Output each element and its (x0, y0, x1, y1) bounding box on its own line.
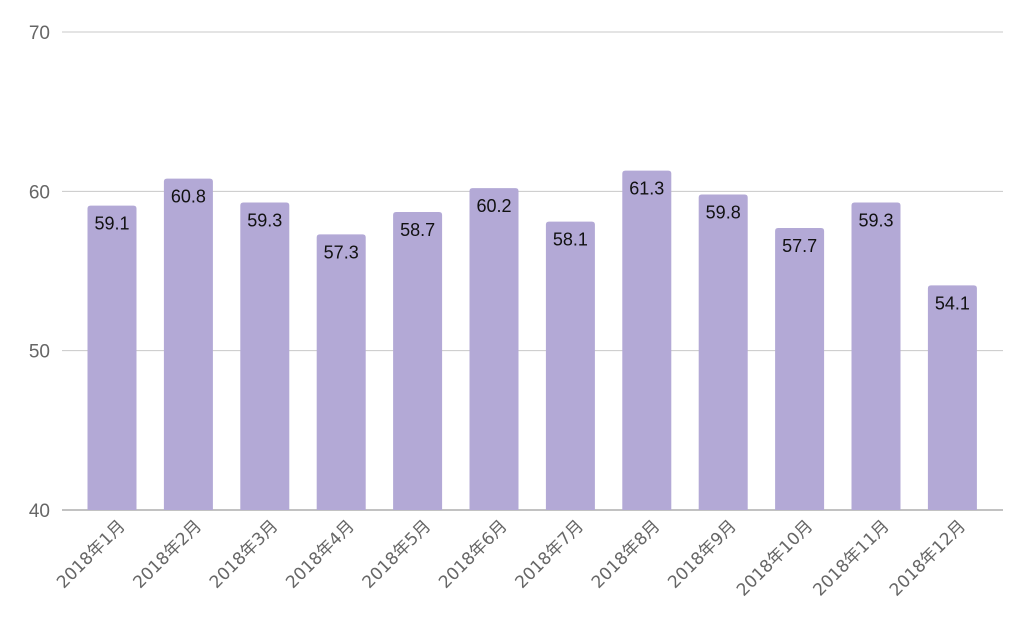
bar (393, 212, 443, 510)
y-tick-label: 50 (29, 342, 50, 363)
data-label: 60.2 (476, 196, 511, 216)
x-tick-label: 2018年10月 (733, 516, 817, 600)
x-tick-label: 2018年8月 (588, 516, 664, 592)
bars (87, 170, 977, 511)
data-labels: 59.1 60.8 59.3 57.3 58.7 60.2 58.1 61.3 59.8 57.7… (94, 179, 969, 314)
x-tick-label: 2018年7月 (512, 516, 588, 592)
bar (316, 234, 366, 510)
x-tick-label: 2018年9月 (664, 516, 740, 592)
x-tick-label: 2018年3月 (206, 516, 282, 592)
x-tick-label: 2018年6月 (435, 516, 511, 592)
bar (622, 170, 672, 510)
data-label: 58.1 (553, 230, 588, 250)
bar (927, 285, 977, 510)
data-label: 58.7 (400, 220, 435, 240)
gridlines (62, 31, 1003, 511)
bar (545, 221, 595, 510)
bar (240, 202, 290, 510)
y-axis-ticks: 40 50 60 70 (29, 23, 50, 522)
data-label: 59.8 (706, 203, 741, 223)
data-label: 60.8 (171, 187, 206, 207)
bar (775, 227, 825, 511)
x-tick-label: 2018年11月 (809, 516, 893, 600)
data-label: 59.1 (94, 214, 129, 234)
bar (87, 205, 137, 510)
x-axis-ticks: 2018年1月 2018年2月 2018年3月 2018年4月 2018年5月 2018年… (53, 516, 970, 600)
data-label: 59.3 (858, 210, 893, 230)
data-label: 57.7 (782, 236, 817, 256)
x-tick-label: 2018年4月 (282, 516, 358, 592)
data-label: 57.3 (324, 242, 359, 262)
data-label: 59.3 (247, 210, 282, 230)
y-tick-label: 60 (29, 182, 50, 203)
y-tick-label: 70 (29, 23, 50, 44)
bar (851, 202, 901, 510)
x-tick-label: 2018年12月 (886, 516, 970, 600)
y-tick-label: 40 (29, 501, 50, 522)
x-tick-label: 2018年5月 (359, 516, 435, 592)
bar (698, 194, 748, 510)
x-tick-label: 2018年2月 (130, 516, 206, 592)
x-tick-label: 2018年1月 (53, 516, 129, 592)
bar (469, 188, 519, 510)
bar (163, 178, 213, 510)
data-label: 54.1 (935, 293, 970, 313)
data-label: 61.3 (629, 179, 664, 199)
